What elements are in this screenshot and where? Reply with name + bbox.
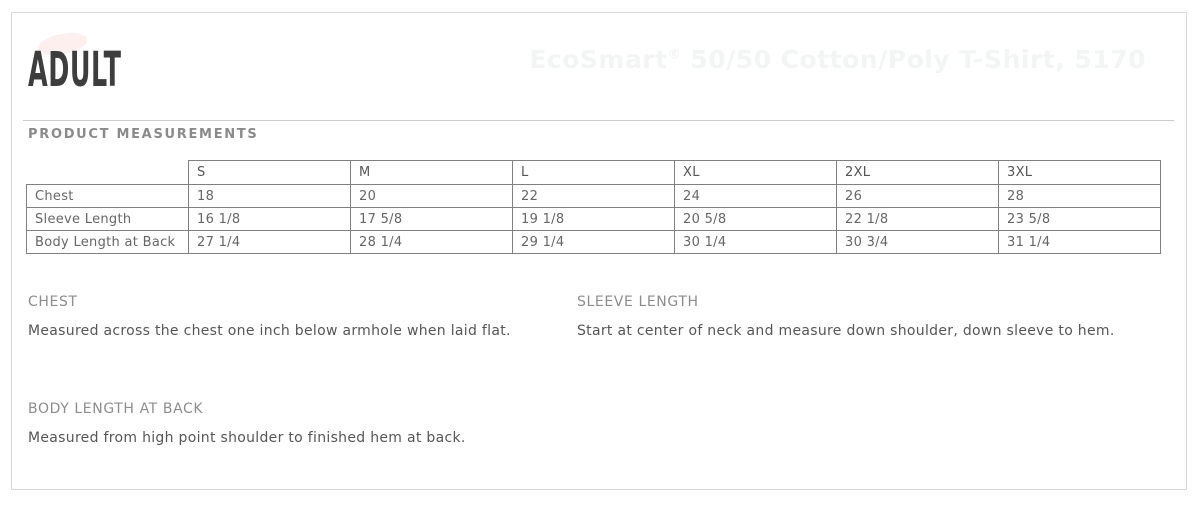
measurement-cell: 29 1/4 [512, 230, 675, 254]
size-column-header: 3XL [998, 160, 1161, 185]
definition-sleeve-length: SLEEVE LENGTH Start at center of neck an… [577, 294, 1117, 344]
measurement-cell: 20 5/8 [674, 207, 837, 231]
definition-term: CHEST [28, 294, 78, 310]
page-title-text: ADULT [28, 42, 122, 98]
definition-chest: CHEST Measured across the chest one inch… [28, 294, 568, 344]
measurements-table: S M L XL 2XL 3XL Chest 18 20 22 24 26 28… [26, 160, 1161, 254]
definition-description: Start at center of neck and measure down… [577, 323, 1115, 339]
registered-trademark-symbol: ® [667, 47, 682, 63]
product-title-rest: 50/50 Cotton/Poly T-Shirt, 5170 [681, 45, 1146, 74]
measurement-cell: 22 1/8 [836, 207, 999, 231]
size-column-header: S [188, 160, 351, 185]
size-column-header: 2XL [836, 160, 999, 185]
product-title-watermark: EcoSmart® 50/50 Cotton/Poly T-Shirt, 517… [529, 45, 1146, 74]
measurement-cell: 16 1/8 [188, 207, 351, 231]
measurement-cell: 30 1/4 [674, 230, 837, 254]
measurement-cell: 23 5/8 [998, 207, 1161, 231]
measurement-cell: 17 5/8 [350, 207, 513, 231]
definition-term: SLEEVE LENGTH [577, 294, 699, 310]
measurement-cell: 20 [350, 184, 513, 208]
size-column-header: L [512, 160, 675, 185]
measurement-cell: 30 3/4 [836, 230, 999, 254]
size-column-header: XL [674, 160, 837, 185]
definition-description: Measured from high point shoulder to fin… [28, 430, 466, 446]
row-label: Chest [26, 184, 189, 208]
row-label: Body Length at Back [26, 230, 189, 254]
row-label: Sleeve Length [26, 207, 189, 231]
product-brand: EcoSmart [529, 45, 668, 74]
measurement-cell: 31 1/4 [998, 230, 1161, 254]
size-column-header: M [350, 160, 513, 185]
measurement-cell: 18 [188, 184, 351, 208]
measurement-cell: 22 [512, 184, 675, 208]
size-header-row: S M L XL 2XL 3XL [27, 160, 1161, 185]
measurement-cell: 28 1/4 [350, 230, 513, 254]
table-corner-cell [27, 161, 189, 185]
page-title: ADULT [28, 46, 204, 94]
table-row-body-length-at-back: Body Length at Back 27 1/4 28 1/4 29 1/4… [26, 230, 1161, 254]
definition-body-length-at-back: BODY LENGTH AT BACK Measured from high p… [28, 401, 588, 451]
section-title: PRODUCT MEASUREMENTS [28, 127, 259, 142]
definition-description: Measured across the chest one inch below… [28, 323, 511, 339]
definition-term: BODY LENGTH AT BACK [28, 401, 204, 417]
table-row-sleeve-length: Sleeve Length 16 1/8 17 5/8 19 1/8 20 5/… [26, 207, 1161, 231]
section-divider [23, 120, 1174, 121]
measurement-cell: 27 1/4 [188, 230, 351, 254]
measurement-cell: 19 1/8 [512, 207, 675, 231]
measurement-cell: 28 [998, 184, 1161, 208]
measurement-cell: 26 [836, 184, 999, 208]
table-row-chest: Chest 18 20 22 24 26 28 [26, 184, 1161, 208]
measurement-cell: 24 [674, 184, 837, 208]
